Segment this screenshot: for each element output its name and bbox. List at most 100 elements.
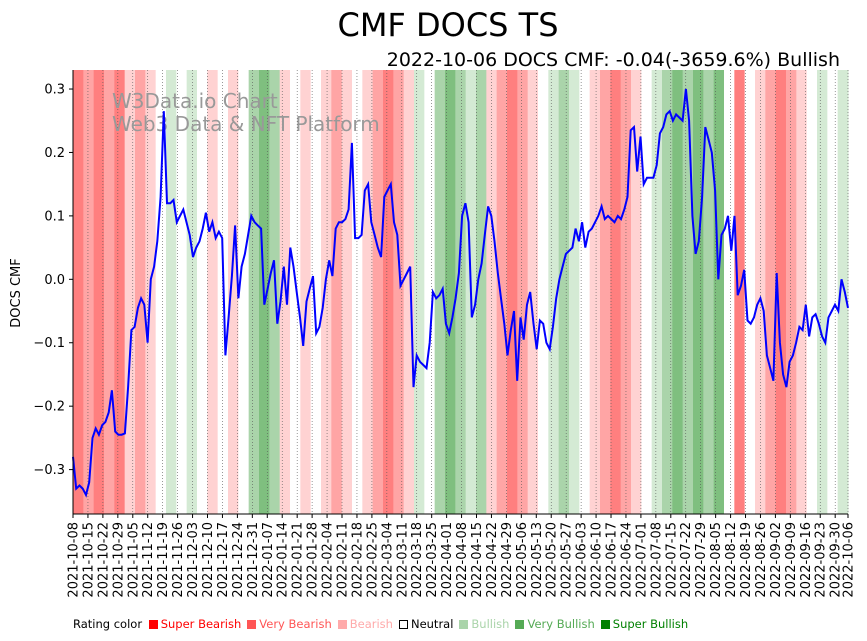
x-tick-label: 2021-10-08 <box>67 522 82 598</box>
y-tick-label: 0.0 <box>44 273 65 288</box>
x-tick-label: 2021-12-17 <box>216 522 231 598</box>
x-tick-label: 2022-02-04 <box>321 522 336 598</box>
legend-label: Very Bearish <box>259 617 332 631</box>
band-neutral <box>579 70 591 514</box>
band-super-bearish <box>775 70 787 514</box>
band-super-bearish <box>383 70 394 514</box>
legend-item: Super Bullish <box>600 617 691 631</box>
x-tick-label: 2021-11-26 <box>171 522 186 598</box>
band-super-bullish <box>445 70 456 514</box>
band-neutral <box>238 70 250 514</box>
x-tick-label: 2022-04-08 <box>455 522 470 598</box>
x-tick-label: 2022-02-11 <box>336 522 351 598</box>
x-tick-label: 2022-09-02 <box>769 522 784 598</box>
x-tick-label: 2022-08-19 <box>739 522 754 598</box>
band-super-bearish <box>610 70 622 514</box>
band-bullish <box>548 70 560 514</box>
legend-swatch <box>247 620 257 629</box>
band-very-bearish <box>765 70 777 514</box>
x-tick-label: 2022-05-27 <box>560 522 575 598</box>
band-very-bullish <box>558 70 570 514</box>
band-bearish <box>341 70 353 514</box>
x-tick-label: 2022-02-18 <box>351 522 366 598</box>
x-tick-label: 2022-04-15 <box>470 522 485 598</box>
band-very-bearish <box>104 70 115 514</box>
band-very-bullish <box>682 70 694 514</box>
band-very-bearish <box>496 70 508 514</box>
legend-swatch <box>337 620 347 629</box>
x-tick-label: 2022-03-25 <box>425 522 440 598</box>
band-neutral <box>806 70 818 514</box>
x-tick-label: 2021-12-10 <box>201 522 216 598</box>
band-bearish <box>527 70 539 514</box>
legend-item: Bullish <box>459 617 512 631</box>
band-bearish <box>362 70 374 514</box>
x-tick-label: 2022-07-08 <box>649 522 664 598</box>
x-tick-label: 2022-01-28 <box>306 522 321 598</box>
x-tick-label: 2021-10-29 <box>111 522 126 598</box>
chart-subtitle: 2022-10-06 DOCS CMF: -0.04(-3659.6%) Bul… <box>387 49 840 71</box>
band-very-bullish <box>476 70 487 514</box>
x-tick-label: 2021-12-31 <box>246 522 261 598</box>
x-tick-label: 2022-06-24 <box>620 522 635 598</box>
band-very-bearish <box>135 70 146 514</box>
x-tick-label: 2022-07-01 <box>634 522 649 598</box>
watermark-text: W3Data.io Chart <box>112 89 278 113</box>
legend-swatch <box>600 620 610 629</box>
band-bullish <box>569 70 580 514</box>
x-tick-label: 2022-10-06 <box>842 522 857 598</box>
x-tick-label: 2021-12-03 <box>186 522 201 598</box>
band-super-bearish <box>93 70 105 514</box>
band-super-bullish <box>672 70 684 514</box>
band-very-bullish <box>662 70 673 514</box>
band-bearish <box>796 70 808 514</box>
x-tick-label: 2021-11-12 <box>141 522 156 598</box>
x-tick-label: 2022-07-22 <box>679 522 694 598</box>
band-very-bearish <box>331 70 343 514</box>
band-very-bearish <box>83 70 95 514</box>
band-very-bearish <box>372 70 384 514</box>
chart-title: CMF DOCS TS <box>337 6 558 44</box>
x-tick-label: 2022-06-10 <box>590 522 605 598</box>
x-tick-label: 2022-01-07 <box>261 522 276 598</box>
x-tick-label: 2022-04-01 <box>440 522 455 598</box>
band-neutral <box>724 70 735 514</box>
legend-label: Very Bullish <box>527 617 595 631</box>
x-tick-label: 2021-11-05 <box>126 522 141 598</box>
band-bearish <box>300 70 312 514</box>
x-tick-label: 2022-03-04 <box>380 522 395 598</box>
x-tick-label: 2021-10-15 <box>81 522 96 598</box>
x-tick-label: 2022-07-15 <box>664 522 679 598</box>
legend-swatch <box>515 620 525 629</box>
band-neutral <box>827 70 839 514</box>
band-bearish <box>321 70 332 514</box>
x-tick-label: 2022-09-09 <box>784 522 799 598</box>
band-neutral <box>641 70 653 514</box>
band-super-bearish <box>114 70 126 514</box>
band-super-bullish <box>693 70 704 514</box>
band-very-bullish <box>248 70 260 514</box>
legend-swatch <box>398 620 408 629</box>
x-tick-label: 2022-08-05 <box>709 522 724 598</box>
legend-item: Very Bearish <box>247 617 334 631</box>
band-bullish <box>166 70 177 514</box>
band-neutral <box>538 70 549 514</box>
rating-bands <box>73 70 849 514</box>
y-tick-label: 0.2 <box>44 146 65 161</box>
band-very-bullish <box>703 70 715 514</box>
band-bullish <box>817 70 828 514</box>
y-tick-label: −0.3 <box>33 463 65 478</box>
band-neutral <box>197 70 208 514</box>
series-line-docs-cmf <box>72 88 849 498</box>
band-bearish <box>124 70 136 514</box>
legend-label: Neutral <box>410 617 454 631</box>
legend-item: Bearish <box>337 617 396 631</box>
band-neutral <box>310 70 322 514</box>
x-tick-label: 2022-05-06 <box>515 522 530 598</box>
x-tick-label: 2022-01-14 <box>276 522 291 598</box>
band-bullish <box>186 70 198 514</box>
x-tick-label: 2022-09-16 <box>799 522 814 598</box>
